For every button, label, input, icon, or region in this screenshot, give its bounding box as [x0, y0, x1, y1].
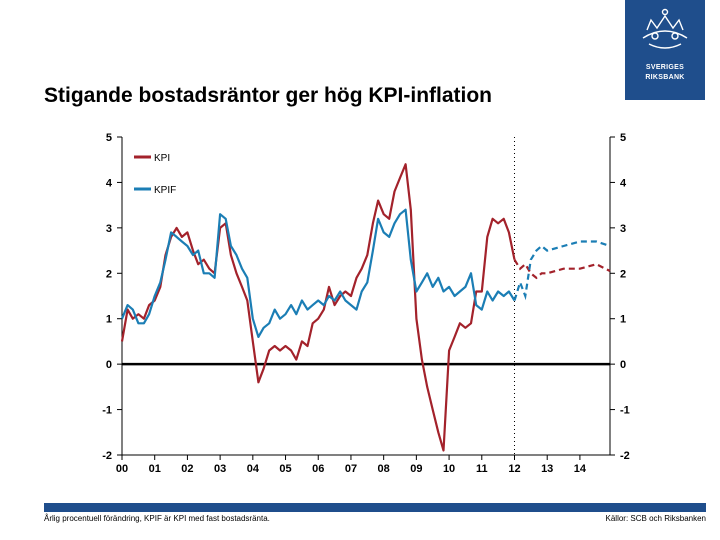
y-tick-label-right: 3 [620, 223, 626, 235]
x-tick-label: 01 [149, 463, 161, 475]
x-tick-label: 08 [378, 463, 390, 475]
y-tick-label-right: 4 [620, 177, 627, 189]
y-tick-label-left: 1 [106, 314, 112, 326]
footer-bar [44, 503, 706, 512]
footnote: Årlig procentuell förändring, KPIF är KP… [44, 514, 270, 523]
y-tick-label-left: 3 [106, 223, 112, 235]
x-tick-label: 05 [279, 463, 291, 475]
legend-label-kpi: KPI [154, 153, 170, 164]
x-tick-label: 06 [312, 463, 324, 475]
x-tick-label: 09 [410, 463, 422, 475]
y-tick-label-right: -2 [620, 450, 630, 462]
x-tick-label: 10 [443, 463, 455, 475]
legend: KPI KPIF [134, 153, 176, 196]
y-tick-label-left: -2 [102, 450, 112, 462]
ticks-layer: 5 54 43 32 21 10 0-1 -1-2 -200 01 02 03 04 05 06 07 08 09… [102, 132, 630, 475]
y-tick-label-left: 0 [106, 359, 112, 371]
y-tick-label-left: 5 [106, 132, 112, 144]
source-note: Källor: SCB och Riksbanken [605, 514, 707, 523]
x-tick-label: 14 [574, 463, 587, 475]
riksbank-logo: SVERIGES RIKSBANK [625, 0, 705, 100]
x-tick-label: 11 [476, 463, 488, 475]
plot-area [122, 137, 610, 455]
y-tick-label-right: 2 [620, 268, 626, 280]
logo-line1: SVERIGES [645, 64, 685, 71]
y-tick-label-left: 2 [106, 268, 112, 280]
lines-layer [120, 163, 611, 452]
legend-label-kpif: KPIF [154, 185, 176, 196]
y-tick-label-left: 4 [106, 177, 113, 189]
series-line-kpi [120, 163, 516, 452]
series-forecast-kpif [513, 240, 611, 301]
series-forecast-kpi [513, 259, 611, 280]
y-tick-label-right: 0 [620, 359, 626, 371]
series-line-kpif [120, 208, 516, 338]
x-tick-label: 07 [345, 463, 357, 475]
page-title: Stigande bostadsräntor ger hög KPI-infla… [44, 84, 493, 107]
crown-emblem-icon [642, 8, 688, 49]
logo-line2: RIKSBANK [645, 74, 685, 81]
y-tick-label-right: 5 [620, 132, 626, 144]
x-tick-label: 02 [181, 463, 193, 475]
y-tick-label-left: -1 [102, 405, 112, 417]
x-tick-label: 13 [541, 463, 553, 475]
x-tick-label: 04 [247, 463, 260, 475]
x-tick-label: 12 [508, 463, 520, 475]
x-tick-label: 00 [116, 463, 128, 475]
y-tick-label-right: -1 [620, 405, 630, 417]
y-tick-label-right: 1 [620, 314, 626, 326]
x-tick-label: 03 [214, 463, 226, 475]
